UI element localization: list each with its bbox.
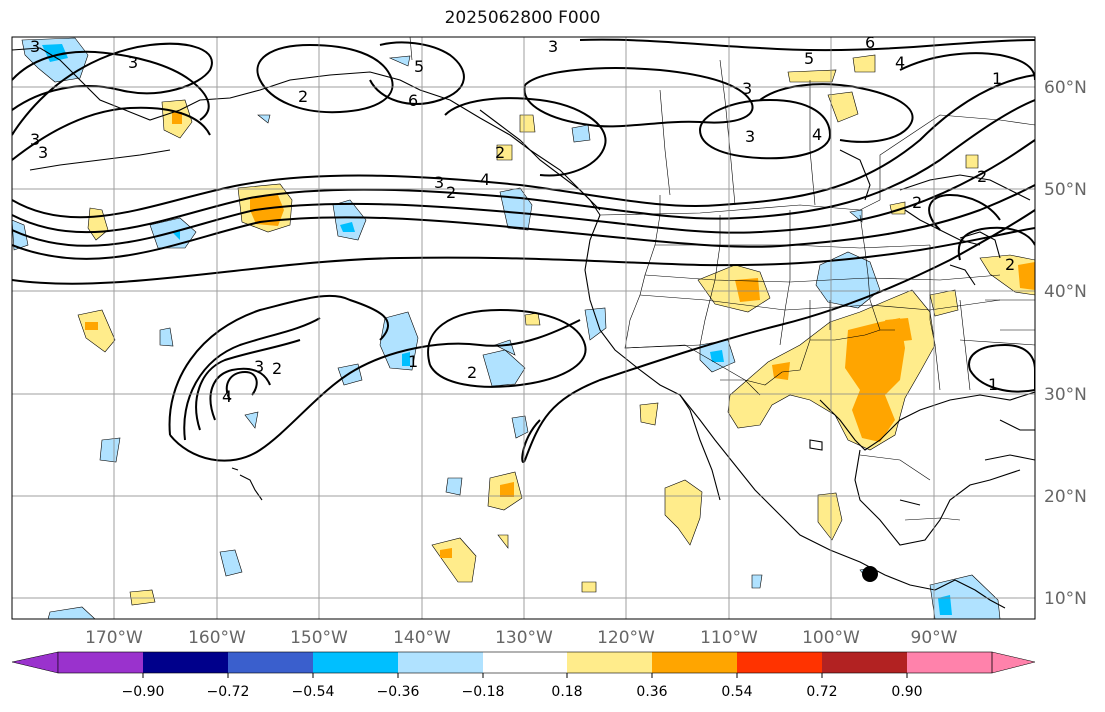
location-marker [862,566,878,582]
contour-label: 3 [434,173,444,192]
map-area: 3 3 3 5 6 5 3 3 4 4 1 2 2 2 3 3 2 4 3 2 … [12,33,1035,619]
lon-label: 100°W [802,628,860,648]
colorbar-swatch [567,652,652,673]
lat-label: 50°N [1044,180,1087,200]
contour-label: 1 [408,352,418,371]
colorbar-tick-label: 0.90 [891,684,922,700]
colorbar-swatch [907,652,992,673]
colorbar: −0.90 −0.72 −0.54 −0.36 −0.18 0.18 0.36 … [11,651,1036,700]
lon-label: 130°W [495,628,553,648]
contour-label: 3 [254,357,264,376]
contour-label: 2 [1005,255,1015,274]
colorbar-min-extend [11,651,59,674]
colorbar-swatch [483,652,567,673]
contour-label: 6 [865,33,875,52]
lat-label: 10°N [1044,589,1087,609]
lon-label: 120°W [597,628,655,648]
contour-label: 5 [414,57,424,76]
longitude-axis: 170°W 160°W 150°W 140°W 130°W 120°W 110°… [85,628,958,648]
contour-label: 3 [38,143,48,162]
contour-label: 3 [128,53,138,72]
colorbar-tick-label: −0.18 [462,684,505,700]
contour-label: 4 [895,53,905,72]
contour-label: 3 [742,79,752,98]
height-contours [12,38,1035,463]
colorbar-swatch [822,652,907,673]
coastlines [12,47,1035,609]
contour-label: 1 [988,375,998,394]
contour-label: 5 [804,49,814,68]
map-frame [11,36,1036,620]
contour-label: 2 [977,167,987,186]
colorbar-tick-label: 0.18 [551,684,582,700]
lon-label: 140°W [393,628,451,648]
contour-label: 2 [467,363,477,382]
contour-label: 2 [272,359,282,378]
colorbar-max-extend [991,651,1036,674]
political-borders [409,37,1035,521]
lat-label: 30°N [1044,385,1087,405]
map-title: 2025062800 F000 [444,8,601,28]
contour-label: 3 [745,127,755,146]
contour-label: 3 [30,37,40,56]
contour-label: 2 [446,183,456,202]
lat-label: 40°N [1044,282,1087,302]
colorbar-tick-label: 0.54 [721,684,752,700]
lon-label: 170°W [85,628,143,648]
colorbar-tick-label: −0.54 [292,684,335,700]
contour-label: 2 [298,87,308,106]
contour-label: 2 [912,193,922,212]
colorbar-swatch [652,652,737,673]
contour-label: 4 [812,125,822,144]
colorbar-tick-label: 0.72 [806,684,837,700]
colorbar-tick-label: 0.36 [636,684,667,700]
colorbar-swatch [398,652,483,673]
contour-label: 4 [222,387,232,406]
colorbar-swatch [58,652,143,673]
colorbar-swatch [737,652,822,673]
colorbar-tick-label: −0.72 [207,684,250,700]
lat-label: 20°N [1044,487,1087,507]
lon-label: 110°W [700,628,758,648]
contour-label: 6 [408,91,418,110]
lon-label: 160°W [188,628,246,648]
contour-labels: 3 3 3 5 6 5 3 3 4 4 1 2 2 2 3 3 2 4 3 2 … [30,33,1015,406]
contour-label: 1 [992,69,1002,88]
lon-label: 90°W [911,628,958,648]
lat-label: 60°N [1044,78,1087,98]
colorbar-tick-label: −0.90 [122,684,165,700]
colorbar-swatch [228,652,313,673]
strong-positive-anomaly-regions [85,112,1035,558]
contour-label: 3 [30,130,40,149]
latitude-axis: 60°N 50°N 40°N 30°N 20°N 10°N [1044,78,1087,609]
lon-label: 150°W [290,628,348,648]
contour-label: 4 [480,170,490,189]
contour-label: 3 [548,37,558,56]
colorbar-tick-label: −0.36 [377,684,420,700]
contour-label: 2 [495,143,505,162]
colorbar-swatch [143,652,228,673]
colorbar-swatch [313,652,398,673]
lat-lon-grid [12,37,1035,619]
